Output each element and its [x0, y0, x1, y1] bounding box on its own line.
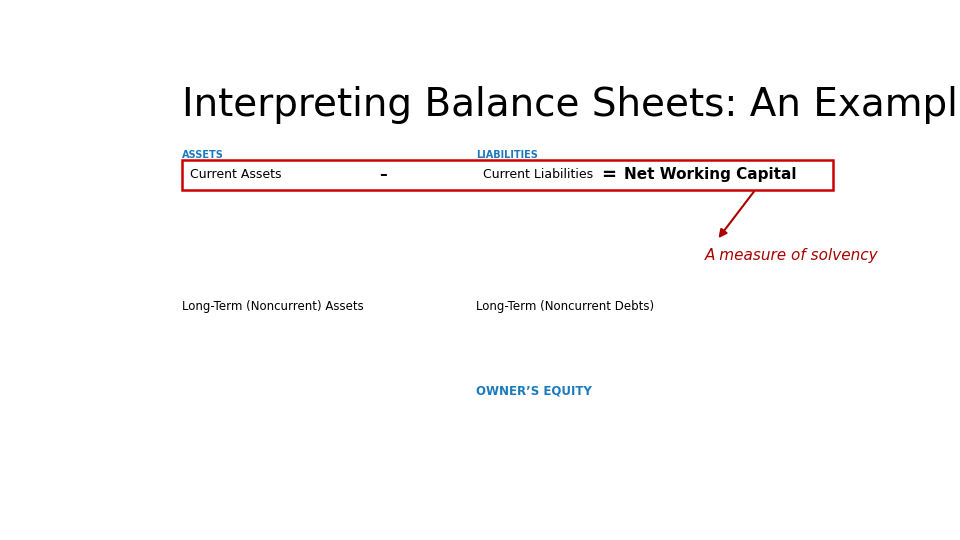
Text: Net Working Capital: Net Working Capital — [624, 167, 796, 183]
Text: Long-Term (Noncurrent Debts): Long-Term (Noncurrent Debts) — [476, 300, 655, 313]
Text: Current Assets: Current Assets — [190, 168, 281, 181]
Text: A measure of solvency: A measure of solvency — [706, 248, 878, 263]
Text: LIABILITIES: LIABILITIES — [476, 150, 539, 159]
Text: Long-Term (Noncurrent) Assets: Long-Term (Noncurrent) Assets — [182, 300, 364, 313]
Text: =: = — [601, 166, 615, 184]
Text: –: – — [379, 167, 388, 183]
Text: ASSETS: ASSETS — [182, 150, 224, 159]
Text: OWNER’S EQUITY: OWNER’S EQUITY — [476, 384, 592, 397]
Text: Interpreting Balance Sheets: An Example: Interpreting Balance Sheets: An Example — [182, 86, 960, 124]
Text: Current Liabilities: Current Liabilities — [483, 168, 593, 181]
